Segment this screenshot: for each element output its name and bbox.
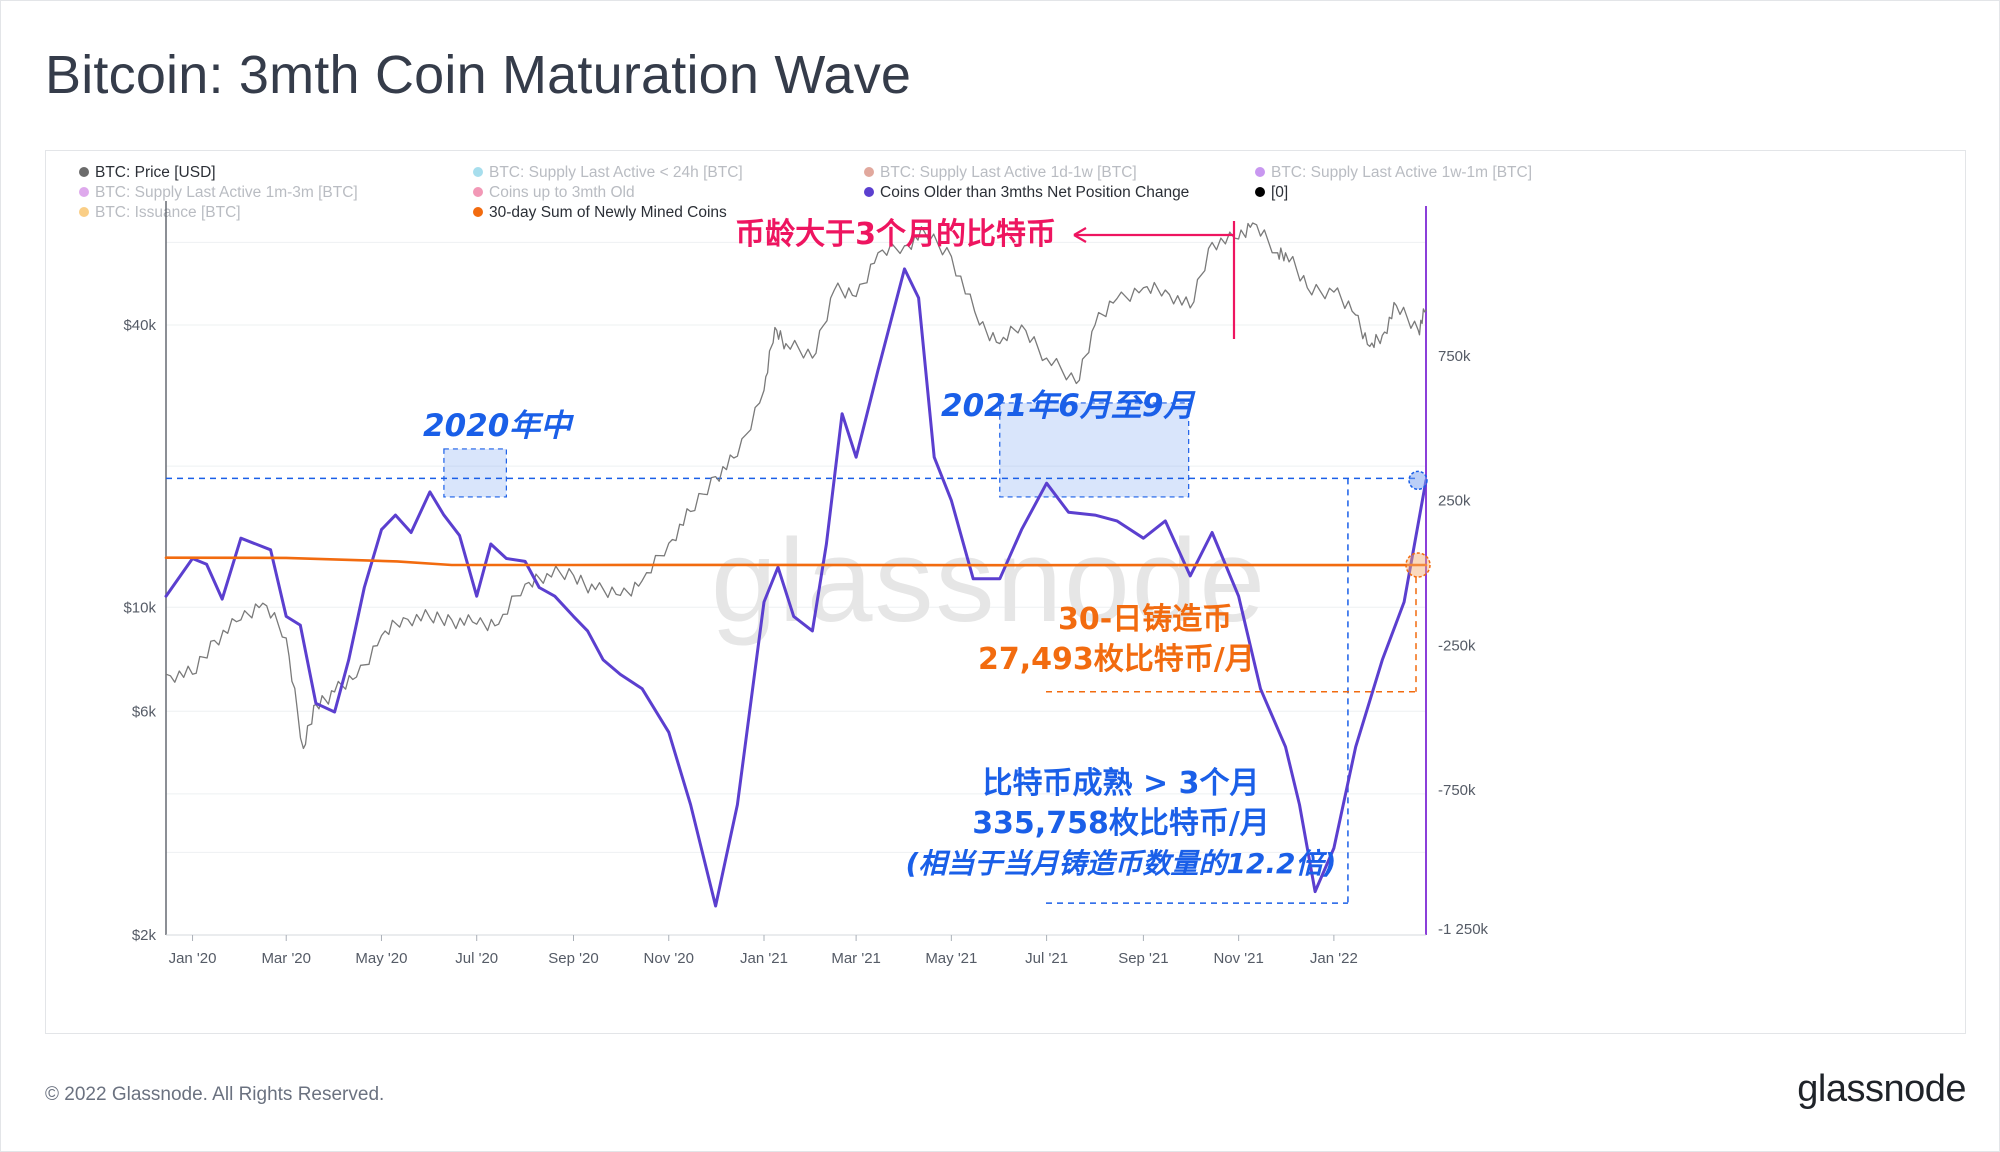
older-3m-arrow-head: [1073, 227, 1087, 243]
net-position-end-marker: [1408, 470, 1428, 491]
legend-dot-btc-supply-last-active-1d-1w-btc: [864, 167, 874, 177]
legend-dot-btc-issuance-btc: [79, 207, 89, 217]
x-tick-label: Sep '21: [1118, 950, 1168, 967]
annotation-maturation-value: 335,758枚比特币/月: [972, 806, 1270, 841]
x-tick-label: Mar '20: [261, 950, 311, 967]
legend-label-coins-older-than-3mths-net-position-change: Coins Older than 3mths Net Position Chan…: [880, 184, 1189, 201]
legend-dot-0: [1255, 187, 1265, 197]
page-title: Bitcoin: 3mth Coin Maturation Wave: [45, 45, 912, 105]
legend-dot-coins-older-than-3mths-net-position-change: [864, 187, 874, 197]
x-tick-label: Jul '20: [455, 950, 498, 967]
legend-dot-btc-supply-last-active-1w-1m-btc: [1255, 167, 1265, 177]
legend-dot-coins-up-to-3mth-old: [473, 187, 483, 197]
x-tick-label: Nov '21: [1213, 950, 1263, 967]
annotation-boxes: [166, 402, 1417, 904]
highlight-box-jun-sep-2021: [999, 402, 1190, 498]
y-left-tick-label: $40k: [123, 317, 156, 334]
footer-copyright: © 2022 Glassnode. All Rights Reserved.: [45, 1084, 385, 1105]
chart-axes: $2k $6k $10k $40k 750k 250k -250k -750k -1 250k J…: [123, 201, 1489, 967]
footer-logo: glassnode: [1797, 1068, 1966, 1110]
chart-svg: BTC: Price [USD] BTC: Supply Last Active …: [79, 164, 1532, 967]
legend-dot-30-day-sum-of-newly-mined-coins: [473, 207, 483, 217]
legend-label-btc-issuance-btc: BTC: Issuance [BTC]: [95, 204, 241, 221]
y-right-tick-label: 250k: [1438, 493, 1471, 510]
annotation-maturation-title: 比特币成熟 > 3个月: [983, 766, 1260, 801]
series-line-coins-older-than-3mths-net-position-change: [164, 267, 1428, 908]
y-right-tick-label: -750k: [1438, 782, 1476, 799]
x-tick-label: Jul '21: [1025, 950, 1068, 967]
chart-series: [164, 222, 1431, 908]
annotation-maturation-note: (相当于当月铸造币数量的12.2倍): [906, 847, 1337, 880]
x-tick-label: May '20: [355, 950, 407, 967]
legend-label-btc-price-usd: BTC: Price [USD]: [95, 164, 216, 181]
legend-label-btc-supply-last-active-1w-1m-btc: BTC: Supply Last Active 1w-1m [BTC]: [1271, 164, 1532, 181]
legend-label-coins-up-to-3mth-old: Coins up to 3mth Old: [489, 184, 635, 201]
x-tick-label: Sep '20: [548, 950, 598, 967]
series-line-btc-price-usd: [165, 222, 1427, 750]
legend-label-btc-supply-last-active-24h-btc: BTC: Supply Last Active < 24h [BTC]: [489, 164, 743, 181]
highlight-box-mid-2020: [443, 448, 507, 498]
series-line-30-day-sum-of-newly-mined-coins: [164, 556, 1428, 567]
y-left-tick-label: $10k: [123, 599, 156, 616]
annotation-older-3m: 币龄大于3个月的比特币: [735, 217, 1056, 252]
chart-legend: BTC: Price [USD] BTC: Supply Last Active …: [79, 164, 1532, 221]
legend-dot-btc-price-usd: [79, 167, 89, 177]
legend-label-btc-supply-last-active-1d-1w-btc: BTC: Supply Last Active 1d-1w [BTC]: [880, 164, 1137, 181]
chart-container: BTC: Price [USD] BTC: Supply Last Active …: [45, 150, 1966, 1034]
legend-label-0: [0]: [1271, 184, 1288, 201]
y-right-tick-label: -250k: [1438, 637, 1476, 654]
x-tick-label: May '21: [925, 950, 977, 967]
y-right-tick-label: -1 250k: [1438, 921, 1489, 938]
annotation-mid-2020: 2020年中: [423, 408, 574, 444]
legend-label-30-day-sum-of-newly-mined-coins: 30-day Sum of Newly Mined Coins: [489, 204, 727, 221]
annotation-text: 币龄大于3个月的比特币 2020年中 2021年6月至9月 30-日铸造币 27,493…: [423, 217, 1336, 880]
x-tick-label: Jan '21: [740, 950, 788, 967]
y-left-tick-label: $6k: [132, 703, 157, 720]
legend-dot-btc-supply-last-active-24h-btc: [473, 167, 483, 177]
x-tick-label: Mar '21: [831, 950, 881, 967]
y-left-tick-label: $2k: [132, 927, 157, 944]
mined-end-marker: [1405, 552, 1431, 578]
x-tick-label: Jan '22: [1310, 950, 1358, 967]
y-right-tick-label: 750k: [1438, 348, 1471, 365]
x-tick-label: Nov '20: [644, 950, 694, 967]
legend-dot-btc-supply-last-active-1m-3m-btc: [79, 187, 89, 197]
annotation-jun-sep-2021: 2021年6月至9月: [941, 388, 1196, 424]
annotation-mined-value: 27,493枚比特币/月: [978, 642, 1255, 677]
annotation-mined-title: 30-日铸造币: [1058, 602, 1232, 637]
x-tick-label: Jan '20: [169, 950, 217, 967]
legend-label-btc-supply-last-active-1m-3m-btc: BTC: Supply Last Active 1m-3m [BTC]: [95, 184, 358, 201]
